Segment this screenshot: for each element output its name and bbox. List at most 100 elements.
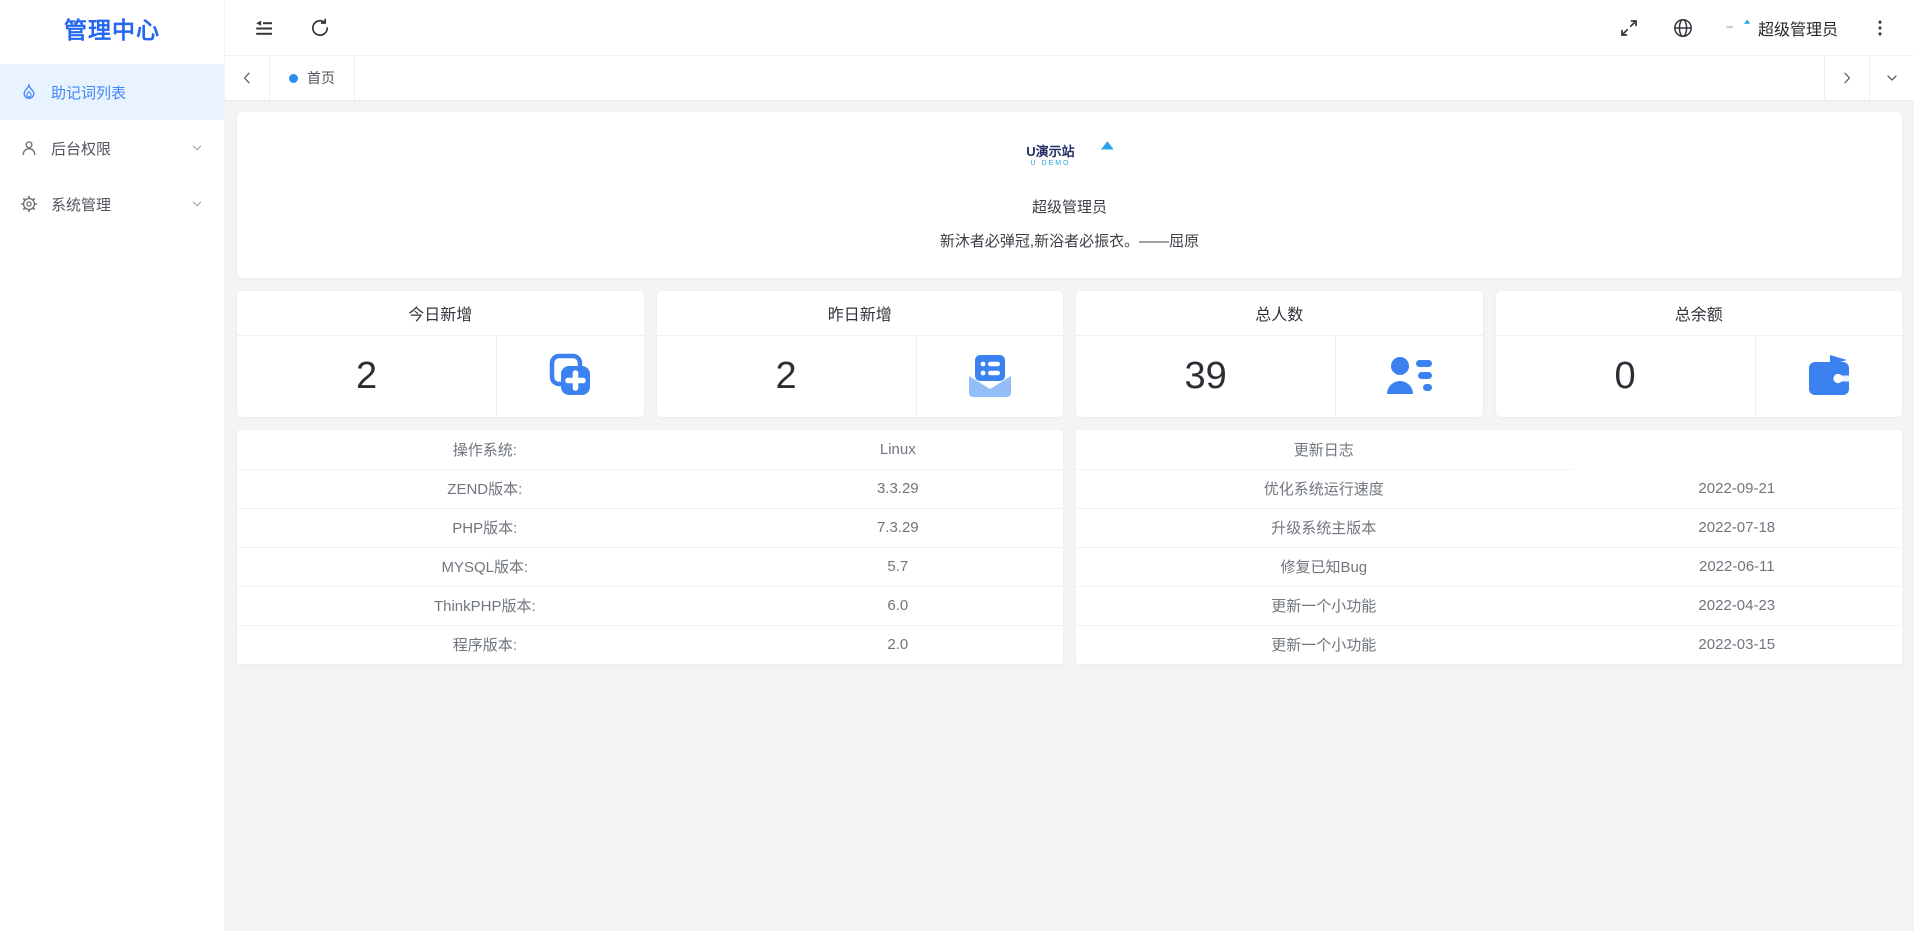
- changelog-header-row: 更新日志: [1076, 430, 1902, 470]
- info-label: PHP版本:: [237, 508, 733, 548]
- top-toolbar: ≈≈ 超级管理员: [225, 0, 1914, 56]
- info-label: MYSQL版本:: [237, 547, 733, 587]
- refresh-icon[interactable]: [309, 17, 331, 39]
- stats-row: 今日新增 2 昨日新增 2: [237, 291, 1902, 417]
- chevron-down-icon: [1884, 70, 1900, 86]
- sidebar-item-label: 系统管理: [51, 196, 112, 214]
- system-info-table: 操作系统: Linux ZEND版本: 3.3.29 PHP版本:: [237, 430, 1063, 665]
- table-row: ThinkPHP版本: 6.0: [237, 586, 1063, 626]
- changelog-date: 2022-04-23: [1571, 586, 1902, 626]
- welcome-card: U演示站 U DEMO 超级管理员 新沐者必弹冠,新浴者必振衣。——屈原: [237, 112, 1902, 278]
- changelog-entry: 升级系统主版本: [1076, 508, 1572, 548]
- table-row: 更新一个小功能 2022-03-15: [1076, 625, 1902, 665]
- stat-title: 昨日新增: [656, 291, 1063, 336]
- brand-logo: U演示站 U DEMO: [1026, 140, 1112, 174]
- table-row: PHP版本: 7.3.29: [237, 508, 1063, 548]
- changelog-entry: 优化系统运行速度: [1076, 469, 1572, 509]
- info-value: 5.7: [732, 547, 1063, 587]
- fullscreen-icon[interactable]: [1618, 17, 1640, 39]
- tab-bar: 首页: [225, 56, 1914, 101]
- brand-name: U演示站: [1026, 144, 1075, 159]
- info-value: 2.0: [732, 625, 1063, 665]
- avatar: ≈≈: [1726, 19, 1750, 36]
- table-row: MYSQL版本: 5.7: [237, 547, 1063, 587]
- table-row: ZEND版本: 3.3.29: [237, 469, 1063, 509]
- system-info-card: 操作系统: Linux ZEND版本: 3.3.29 PHP版本:: [237, 430, 1063, 665]
- sidebar-item-label: 后台权限: [51, 140, 112, 158]
- stat-card: 昨日新增 2: [656, 291, 1063, 417]
- stat-card: 总余额 0: [1495, 291, 1902, 417]
- brand-logo-icon: [1735, 19, 1750, 36]
- table-row: 操作系统: Linux: [237, 430, 1063, 470]
- info-value: 7.3.29: [732, 508, 1063, 548]
- tab-label: 首页: [307, 70, 335, 86]
- table-row: 修复已知Bug 2022-06-11: [1076, 547, 1902, 587]
- changelog-table: 更新日志 优化系统运行速度 2022-09-21: [1076, 430, 1902, 665]
- chevron-down-icon: [190, 141, 204, 155]
- brand-subtitle: U DEMO: [1030, 159, 1071, 167]
- user-icon: [20, 139, 38, 157]
- changelog-header-empty: [1572, 430, 1902, 469]
- user-menu[interactable]: ≈≈ 超级管理员: [1726, 16, 1838, 40]
- flame-icon: [20, 83, 38, 101]
- tabbar-spacer: [355, 56, 1824, 100]
- stat-title: 总人数: [1076, 291, 1483, 336]
- globe-icon[interactable]: [1672, 17, 1694, 39]
- changelog-date: 2022-09-21: [1571, 469, 1902, 509]
- tables-row: 操作系统: Linux ZEND版本: 3.3.29 PHP版本:: [237, 430, 1902, 665]
- main-content: U演示站 U DEMO 超级管理员 新沐者必弹冠,新浴者必振衣。——屈原 今日新…: [225, 101, 1914, 931]
- table-row: 程序版本: 2.0: [237, 625, 1063, 665]
- active-tab-dot: [289, 73, 298, 83]
- welcome-quote: 新沐者必弹冠,新浴者必振衣。——屈原: [939, 232, 1200, 250]
- sidebar-item[interactable]: 后台权限: [0, 120, 224, 176]
- tabs-scroll-left-button[interactable]: [225, 56, 270, 100]
- table-row: 更新一个小功能 2022-04-23: [1076, 586, 1902, 626]
- user-list-icon: [1385, 352, 1433, 400]
- changelog-date: 2022-06-11: [1571, 547, 1902, 587]
- gear-icon: [20, 195, 38, 213]
- brand-u-icon: [1083, 140, 1113, 174]
- info-label: ZEND版本:: [237, 469, 733, 509]
- info-label: 程序版本:: [237, 625, 733, 665]
- app-title: 管理中心: [64, 17, 160, 43]
- stat-title: 今日新增: [237, 291, 644, 336]
- changelog-entry: 修复已知Bug: [1076, 547, 1572, 587]
- sidebar-menu: 助记词列表 后台权限 系统管理: [0, 56, 224, 232]
- sidebar-item-label: 助记词列表: [51, 84, 127, 102]
- wallet-icon: [1805, 352, 1853, 400]
- sidebar-item[interactable]: 系统管理: [0, 176, 224, 232]
- stat-card: 今日新增 2: [237, 291, 644, 417]
- welcome-username: 超级管理员: [1031, 198, 1107, 216]
- stat-title: 总余额: [1495, 291, 1902, 336]
- tabs-scroll-right-button[interactable]: [1824, 56, 1869, 100]
- copy-add-icon: [546, 352, 594, 400]
- info-label: 操作系统:: [237, 430, 733, 470]
- inbox-list-icon: [966, 352, 1014, 400]
- changelog-date: 2022-03-15: [1571, 625, 1902, 665]
- info-value: 3.3.29: [732, 469, 1063, 509]
- changelog-card: 更新日志 优化系统运行速度 2022-09-21: [1076, 430, 1902, 665]
- username: 超级管理员: [1757, 21, 1838, 39]
- stat-value: 2: [657, 336, 917, 416]
- tabs-options-button[interactable]: [1869, 56, 1914, 100]
- sidebar-item[interactable]: 助记词列表: [0, 64, 224, 120]
- info-value: Linux: [732, 430, 1063, 470]
- collapse-menu-icon[interactable]: [253, 17, 275, 39]
- stat-value: 39: [1076, 336, 1337, 416]
- table-row: 优化系统运行速度 2022-09-21: [1076, 469, 1902, 509]
- chevron-right-icon: [1839, 70, 1855, 86]
- stat-card: 总人数 39: [1076, 291, 1483, 417]
- changelog-entry: 更新一个小功能: [1076, 586, 1572, 626]
- info-label: ThinkPHP版本:: [237, 586, 733, 626]
- stat-value: 2: [237, 336, 498, 416]
- changelog-title: 更新日志: [1076, 430, 1572, 470]
- table-row: 升级系统主版本 2022-07-18: [1076, 508, 1902, 548]
- changelog-date: 2022-07-18: [1571, 508, 1902, 548]
- kebab-menu-icon[interactable]: [1870, 18, 1890, 38]
- stat-value: 0: [1496, 336, 1756, 416]
- info-value: 6.0: [732, 586, 1063, 626]
- chevron-left-icon: [239, 70, 255, 86]
- sidebar: 管理中心 助记词列表 后台权限 系统管理: [0, 0, 225, 931]
- tab-home[interactable]: 首页: [270, 56, 355, 100]
- chevron-down-icon: [190, 197, 204, 211]
